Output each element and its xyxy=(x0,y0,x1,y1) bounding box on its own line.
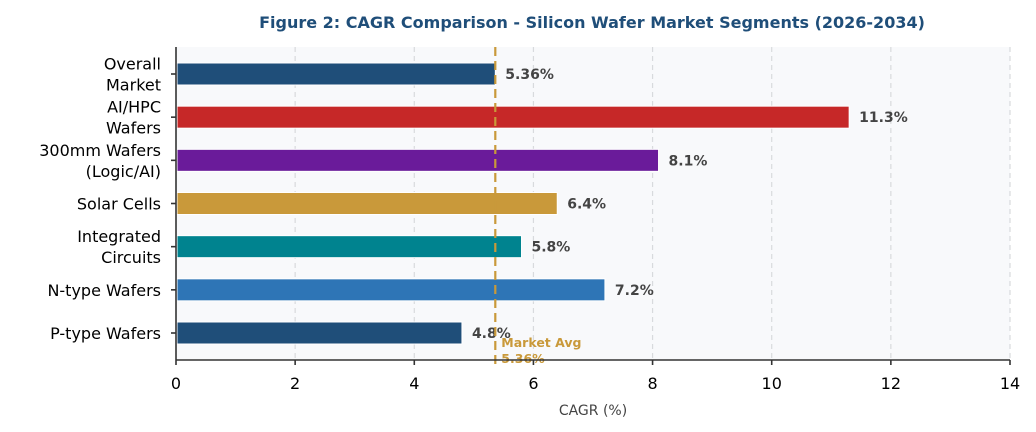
y-tick-label: P-type Wafers xyxy=(50,324,161,343)
bar-value-label: 5.36% xyxy=(505,67,554,83)
x-axis-label: CAGR (%) xyxy=(559,403,627,419)
x-tick-label: 12 xyxy=(881,374,901,393)
bar-value-label: 5.8% xyxy=(532,240,571,256)
market-average-label: Market Avg xyxy=(501,335,581,350)
bar xyxy=(176,278,606,302)
y-tick-label: (Logic/AI) xyxy=(86,162,161,181)
y-tick-label: AI/HPC xyxy=(107,98,161,117)
bar xyxy=(176,235,523,259)
bar xyxy=(176,105,850,129)
bar xyxy=(176,62,496,86)
x-axis-ticks: 0 2 4 6 8 10 12 14 xyxy=(171,360,1020,393)
y-tick-label: Solar Cells xyxy=(77,195,161,214)
y-tick-label: Wafers xyxy=(106,119,161,138)
chart-title: Figure 2: CAGR Comparison - Silicon Wafe… xyxy=(259,13,925,32)
bar xyxy=(176,321,463,345)
x-tick-label: 8 xyxy=(647,374,657,393)
x-tick-label: 10 xyxy=(762,374,782,393)
bar-value-label: 8.1% xyxy=(669,153,708,169)
y-tick-label: Circuits xyxy=(101,248,161,267)
y-axis-ticks: Overall Market AI/HPC Wafers 300mm Wafers (Lo… xyxy=(39,55,176,343)
x-tick-label: 2 xyxy=(290,374,300,393)
y-tick-label: Market xyxy=(106,76,161,95)
x-tick-label: 4 xyxy=(409,374,419,393)
bar-value-label: 7.2% xyxy=(615,283,654,299)
bars: 5.36% 11.3% 8.1% 6.4% 5.8% 7.2% 4.8% xyxy=(176,62,908,345)
x-tick-label: 0 xyxy=(171,374,181,393)
y-tick-label: Integrated xyxy=(77,227,161,246)
bar-value-label: 6.4% xyxy=(567,197,606,213)
bar-value-label: 11.3% xyxy=(859,110,908,126)
y-tick-label: 300mm Wafers xyxy=(39,141,161,160)
market-average-label: 5.36% xyxy=(501,351,545,366)
bar-value-label: 4.8% xyxy=(472,326,511,342)
bar xyxy=(176,192,558,215)
bar xyxy=(176,148,660,172)
y-tick-label: Overall xyxy=(104,55,161,74)
x-tick-label: 14 xyxy=(1000,374,1020,393)
x-tick-label: 6 xyxy=(528,374,538,393)
y-tick-label: N-type Wafers xyxy=(47,281,161,300)
